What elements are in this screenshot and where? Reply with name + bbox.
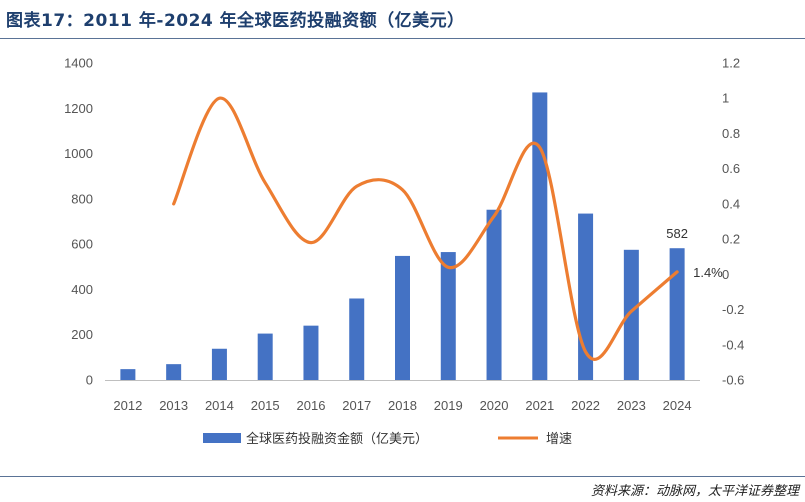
left-tick-label: 400 <box>71 282 93 297</box>
left-tick-label: 1200 <box>64 101 93 116</box>
bar-2021 <box>532 92 548 380</box>
right-axis-ticks: -0.6 -0.4 -0.2 0 0.2 0.4 0.6 0.8 1 1.2 <box>722 56 744 388</box>
x-tick-label: 2021 <box>525 398 554 413</box>
bar-2014 <box>211 348 227 380</box>
bar-value-label: 582 <box>666 226 688 241</box>
right-tick-label: 0.8 <box>722 126 740 141</box>
right-tick-label: 0 <box>722 267 729 282</box>
right-tick-label: 1.2 <box>722 56 740 71</box>
x-tick-label: 2020 <box>480 398 509 413</box>
legend-bar-label: 全球医药投融资金额（亿美元） <box>246 431 428 447</box>
right-tick-label: -0.4 <box>722 337 744 352</box>
x-tick-label: 2012 <box>113 398 142 413</box>
bar-2019 <box>440 252 456 380</box>
bar-2018 <box>395 255 410 380</box>
bottom-divider <box>0 476 805 477</box>
left-tick-label: 1400 <box>64 56 93 71</box>
left-tick-label: 200 <box>71 327 93 342</box>
left-axis-ticks: 0 200 400 600 800 1000 1200 1400 <box>64 56 93 388</box>
x-tick-label: 2022 <box>571 398 600 413</box>
right-tick-label: 0.6 <box>722 161 740 176</box>
bar-2020 <box>486 209 502 380</box>
right-tick-label: -0.6 <box>722 373 744 388</box>
bar-series <box>120 92 685 380</box>
bar-2015 <box>257 333 273 380</box>
right-tick-label: -0.2 <box>722 302 744 317</box>
x-axis-ticks: 2012 2013 2014 2015 2016 2017 2018 2019 2020 2021… <box>113 398 691 413</box>
x-tick-label: 2023 <box>617 398 646 413</box>
bar-2017 <box>349 298 365 380</box>
source-note: 资料来源：动脉网，太平洋证券整理 <box>590 484 799 499</box>
right-tick-label: 0.2 <box>722 232 740 247</box>
x-tick-label: 2013 <box>159 398 188 413</box>
growth-value-label: 1.4% <box>693 265 723 280</box>
x-tick-label: 2019 <box>434 398 463 413</box>
legend-line-label: 增速 <box>546 432 572 447</box>
left-tick-label: 800 <box>71 191 93 206</box>
bar-2023 <box>623 249 639 380</box>
chart-legend: 全球医药投融资金额（亿美元） 增速 <box>203 431 572 447</box>
legend-bar-swatch <box>203 433 241 443</box>
x-tick-label: 2014 <box>205 398 234 413</box>
x-tick-label: 2016 <box>297 398 326 413</box>
x-tick-label: 2024 <box>663 398 692 413</box>
data-annotations: 582 1.4% <box>666 226 723 280</box>
bar-2024 <box>669 248 685 380</box>
x-tick-label: 2017 <box>342 398 371 413</box>
growth-line <box>172 96 679 361</box>
left-tick-label: 0 <box>86 373 93 388</box>
x-tick-label: 2018 <box>388 398 417 413</box>
right-tick-label: 0.4 <box>722 196 740 211</box>
bar-2022 <box>578 213 594 380</box>
left-tick-label: 600 <box>71 237 93 252</box>
right-tick-label: 1 <box>722 91 729 106</box>
left-tick-label: 1000 <box>64 146 93 161</box>
bar-2016 <box>303 325 319 380</box>
page-title: 图表17：2011 年-2024 年全球医药投融资额（亿美元） <box>6 11 465 31</box>
top-divider <box>0 38 805 39</box>
bar-2013 <box>166 364 182 380</box>
x-tick-label: 2015 <box>251 398 280 413</box>
bar-2012 <box>120 369 136 380</box>
